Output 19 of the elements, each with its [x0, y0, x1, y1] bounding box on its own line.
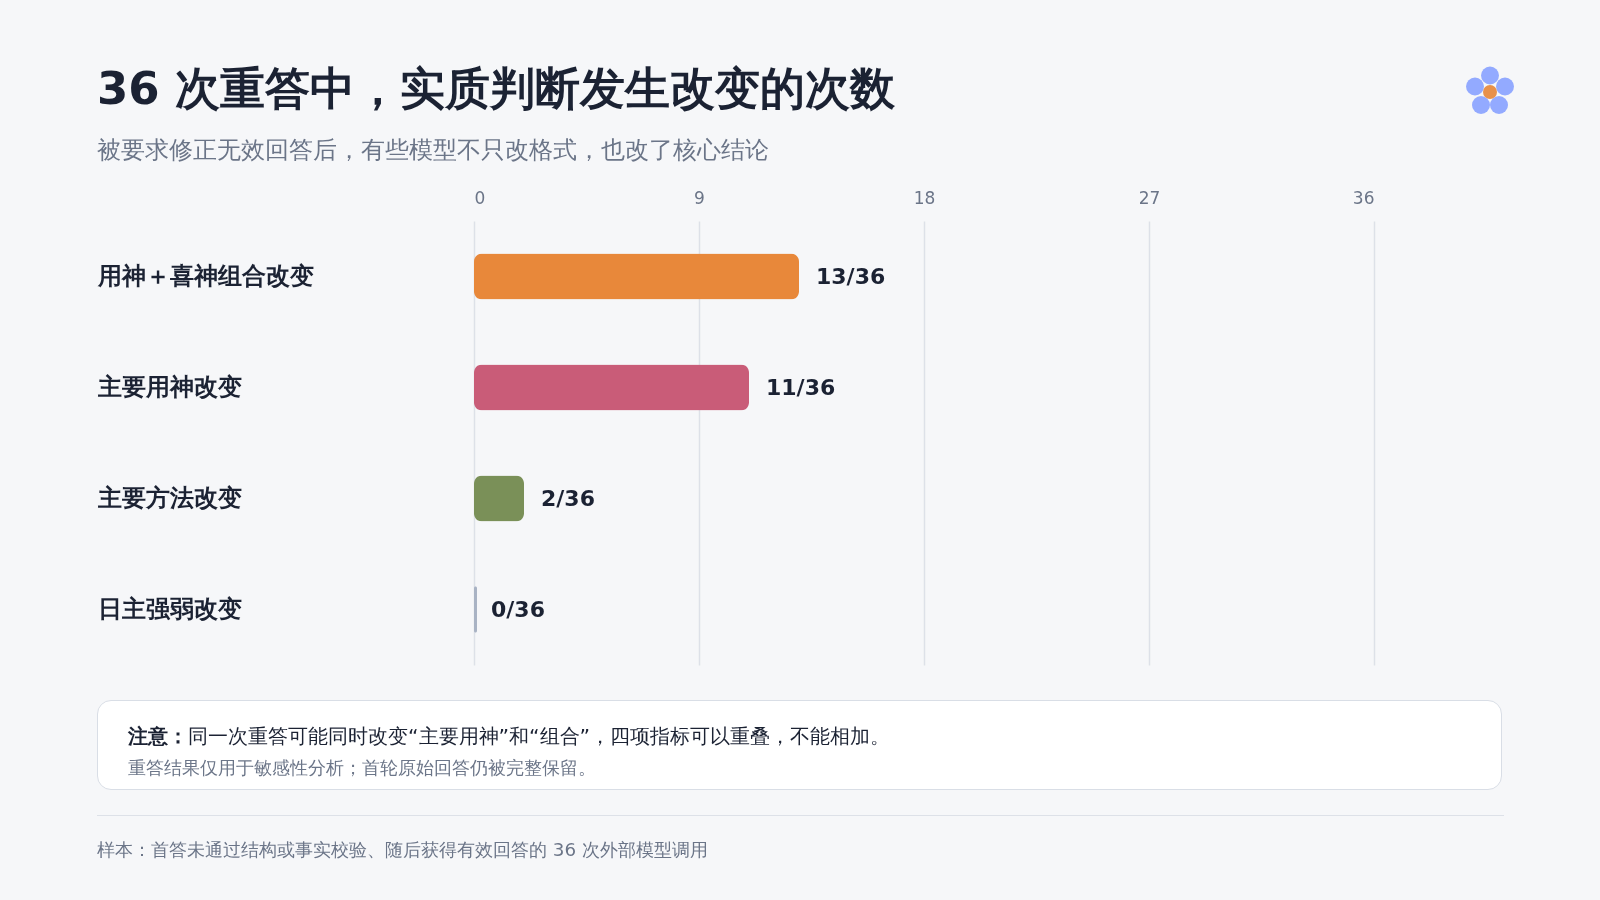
x-tick-label: 9	[694, 187, 705, 208]
x-tick-label: 27	[1138, 187, 1161, 208]
data-label: 13/36	[816, 263, 886, 289]
text: 重答结果仅用于敏感性分析；首轮原始回答仍被完整保留。	[128, 756, 596, 779]
y-tick-label: 用神＋喜神组合改变	[96, 261, 314, 290]
chart-title: 36 次重答中，实质判断发生改变的次数	[97, 62, 896, 116]
data-label: 11/36	[766, 374, 836, 400]
data-label: 2/36	[541, 485, 595, 511]
x-tick-label: 0	[474, 187, 486, 208]
data-label: 0/36	[491, 596, 545, 622]
y-tick-label: 主要用神改变	[96, 372, 242, 401]
x-tick-label: 18	[913, 187, 936, 208]
y-tick-label: 日主强弱改变	[97, 594, 242, 623]
text: 样本：首答未通过结构或事实校验、随后获得有效回答的 36 次外部模型调用	[97, 838, 708, 862]
y-tick-label: 主要方法改变	[96, 483, 242, 512]
text: 同一次重答可能同时改变“主要用神”和“组合”，四项指标可以重叠，不能相加。	[188, 724, 891, 748]
chart-subtitle: 被要求修正无效回答后，有些模型不只改格式，也改了核心结论	[97, 135, 769, 165]
text: 注意：	[128, 724, 188, 748]
x-tick-label: 36	[1352, 187, 1375, 208]
